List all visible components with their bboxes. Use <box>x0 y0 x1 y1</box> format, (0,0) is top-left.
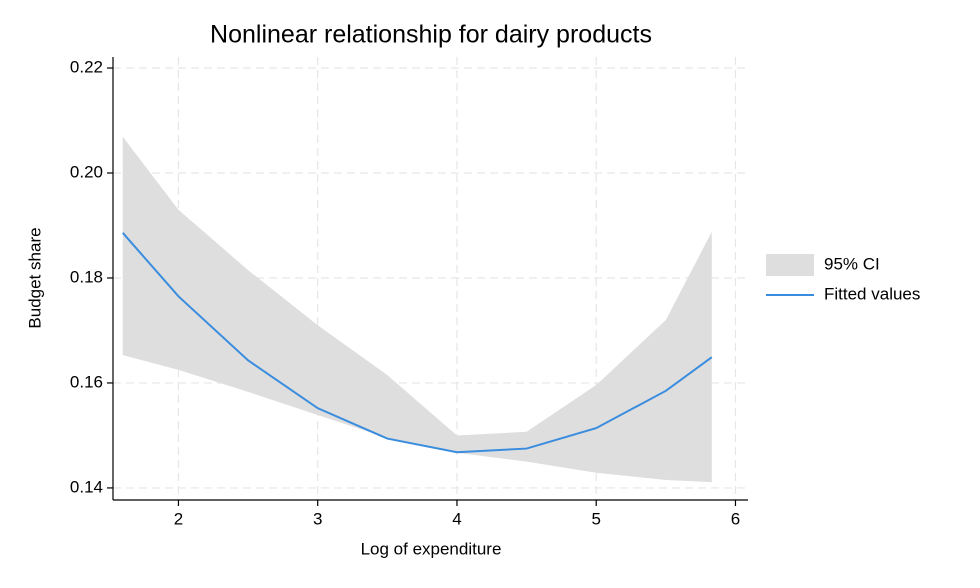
x-tick-label: 2 <box>174 509 183 528</box>
x-axis-title: Log of expenditure <box>361 539 502 558</box>
x-tick-label: 6 <box>731 509 740 528</box>
y-tick-label: 0.14 <box>70 477 103 496</box>
x-tick-label: 5 <box>591 509 600 528</box>
ci-band <box>122 136 712 483</box>
y-tick-label: 0.20 <box>70 162 103 181</box>
y-axis-title: Budget share <box>25 227 44 328</box>
y-tick-label: 0.22 <box>70 58 103 77</box>
x-tick-label: 3 <box>313 509 322 528</box>
legend-label: Fitted values <box>824 284 920 303</box>
y-tick-label: 0.18 <box>70 267 103 286</box>
y-tick-label: 0.16 <box>70 372 103 391</box>
x-tick-label: 4 <box>452 509 461 528</box>
fitted-line <box>121 232 713 454</box>
legend-label: 95% CI <box>824 254 880 273</box>
legend-swatch <box>766 254 814 276</box>
chart-title: Nonlinear relationship for dairy product… <box>210 21 652 49</box>
